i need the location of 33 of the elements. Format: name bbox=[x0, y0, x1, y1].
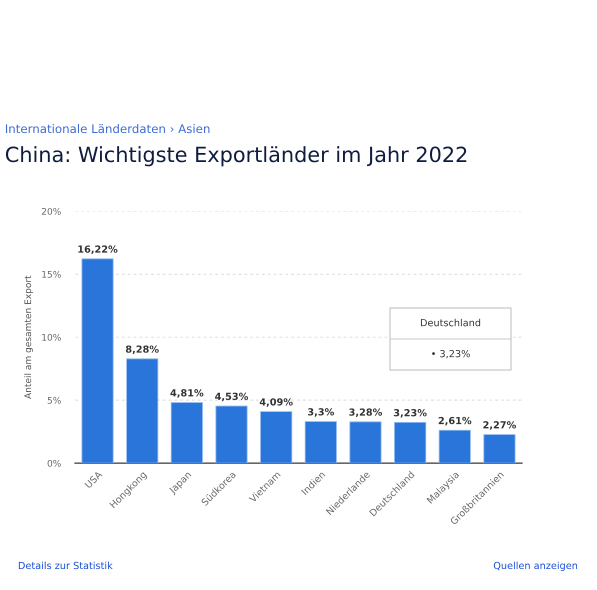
annotation: Deutschland bbox=[420, 318, 480, 326]
data-label: 2,61% bbox=[438, 416, 472, 426]
bar bbox=[349, 421, 382, 464]
bar bbox=[438, 430, 471, 464]
chart-subtitle: Internationale Länderdaten › Asien bbox=[6, 124, 210, 134]
y-tick-label: 0% bbox=[48, 460, 61, 467]
data-label: 2,27% bbox=[483, 421, 516, 430]
y-tick-label: 10% bbox=[42, 334, 61, 341]
data-label: 4,09% bbox=[260, 398, 293, 407]
x-tick-label: USA bbox=[84, 470, 103, 489]
data-label: 4,53% bbox=[215, 392, 248, 402]
source-note: Quellen anzeigen bbox=[494, 562, 578, 572]
data-label: 3,23% bbox=[394, 409, 427, 418]
bar bbox=[304, 421, 337, 464]
bar bbox=[394, 422, 426, 464]
bar bbox=[82, 258, 114, 464]
y-tick-label: 5% bbox=[48, 396, 61, 404]
bar bbox=[215, 406, 248, 464]
bar bbox=[170, 402, 203, 464]
text: Details zur Statistik bbox=[18, 562, 113, 570]
data-label: 3,3% bbox=[308, 408, 334, 417]
annotation: • 3,23% bbox=[432, 350, 470, 358]
data-label: 3,28% bbox=[349, 408, 382, 418]
y-tick-label: 15% bbox=[42, 270, 61, 278]
chart-title: China: Wichtigste Exportländer im Jahr 2022 bbox=[6, 146, 466, 166]
data-label: 16,22% bbox=[78, 245, 118, 254]
bar bbox=[260, 411, 292, 464]
bar bbox=[483, 434, 516, 464]
data-label: 8,28% bbox=[126, 345, 159, 354]
data-label: 4,81% bbox=[170, 389, 204, 398]
y-tick-label: 20% bbox=[42, 208, 61, 215]
y-axis-title: Anteil am gesamten Export bbox=[24, 276, 33, 399]
bar bbox=[126, 358, 158, 464]
